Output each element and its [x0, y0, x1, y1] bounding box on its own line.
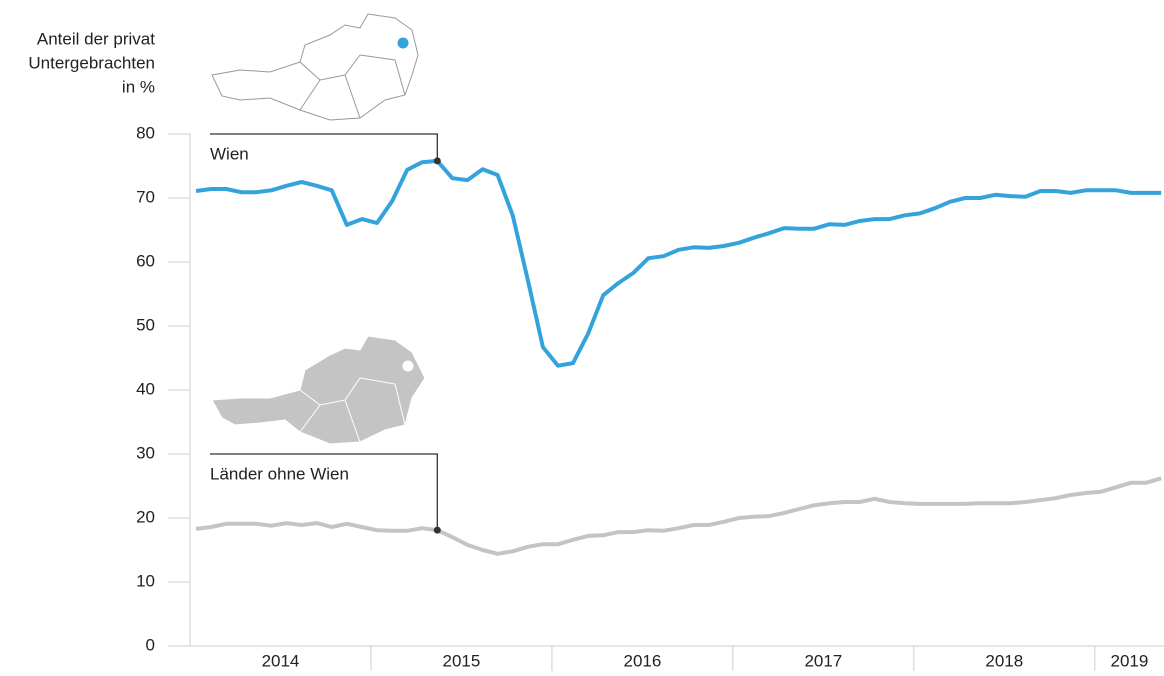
y-axis-title: Anteil der privat: [37, 29, 155, 48]
map-laender: [211, 335, 426, 445]
x-tick-label: 2019: [1110, 651, 1148, 670]
annotation-dot: [433, 157, 441, 165]
y-tick-label: 20: [136, 507, 155, 526]
y-tick-label: 80: [136, 123, 155, 142]
y-tick-label: 50: [136, 315, 155, 334]
x-tick-label: 2015: [443, 651, 481, 670]
line-series: [195, 158, 1162, 368]
legend-label: Wien: [210, 144, 249, 163]
map-wien: [211, 13, 419, 121]
x-tick-label: 2016: [623, 651, 661, 670]
line-series: [195, 476, 1162, 556]
y-tick-label: 40: [136, 379, 155, 398]
annotation-bracket: [210, 453, 438, 531]
legend-label: Länder ohne Wien: [210, 464, 349, 483]
x-tick-label: 2017: [804, 651, 842, 670]
y-tick-label: 70: [136, 187, 155, 206]
x-tick-label: 2014: [262, 651, 300, 670]
annotation-bracket: [210, 133, 438, 161]
y-axis-title: in %: [122, 77, 155, 96]
y-tick-label: 30: [136, 443, 155, 462]
y-tick-label: 60: [136, 251, 155, 270]
x-tick-label: 2018: [985, 651, 1023, 670]
y-tick-label: 0: [146, 635, 155, 654]
y-tick-label: 10: [136, 571, 155, 590]
annotation-dot: [433, 526, 441, 534]
y-axis-title: Untergebrachten: [28, 53, 155, 72]
